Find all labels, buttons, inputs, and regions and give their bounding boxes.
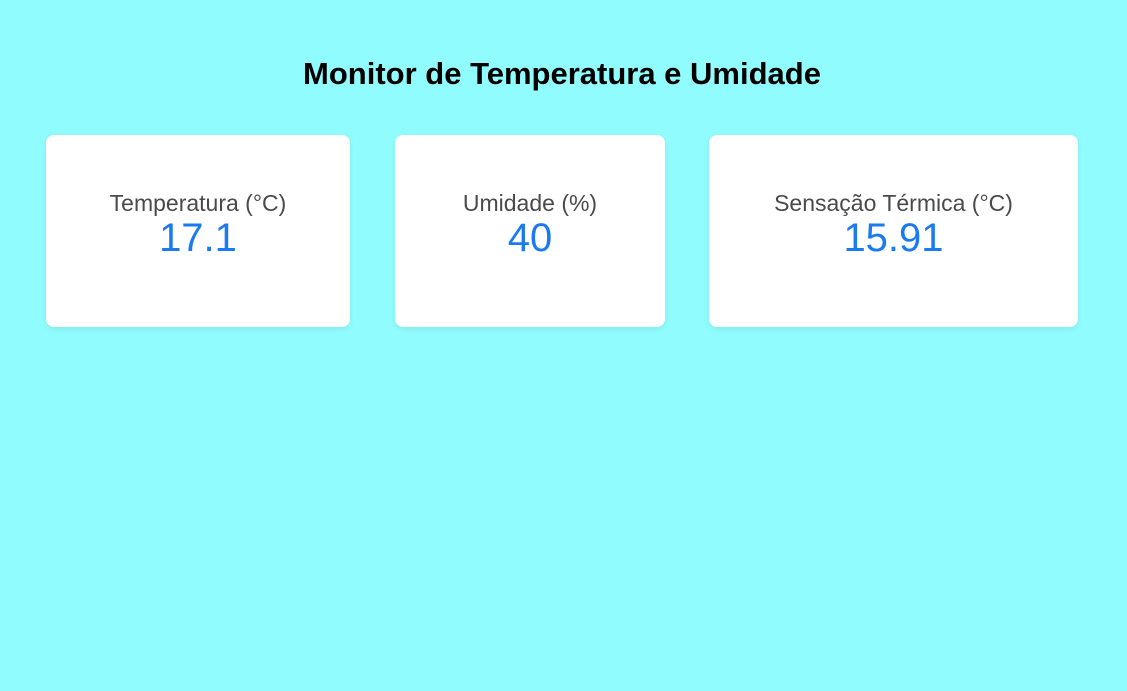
temperature-value: 17.1 (159, 216, 237, 260)
feels-like-value: 15.91 (843, 216, 944, 260)
humidity-card: Umidade (%) 40 (395, 135, 665, 327)
temperature-label: Temperatura (°C) (109, 190, 287, 216)
humidity-value: 40 (507, 216, 553, 260)
feels-like-card: Sensação Térmica (°C) 15.91 (709, 135, 1078, 327)
temperature-card: Temperatura (°C) 17.1 (46, 135, 350, 327)
feels-like-label: Sensação Térmica (°C) (774, 190, 1013, 216)
page-title: Monitor de Temperatura e Umidade (303, 56, 821, 91)
humidity-label: Umidade (%) (462, 190, 598, 216)
